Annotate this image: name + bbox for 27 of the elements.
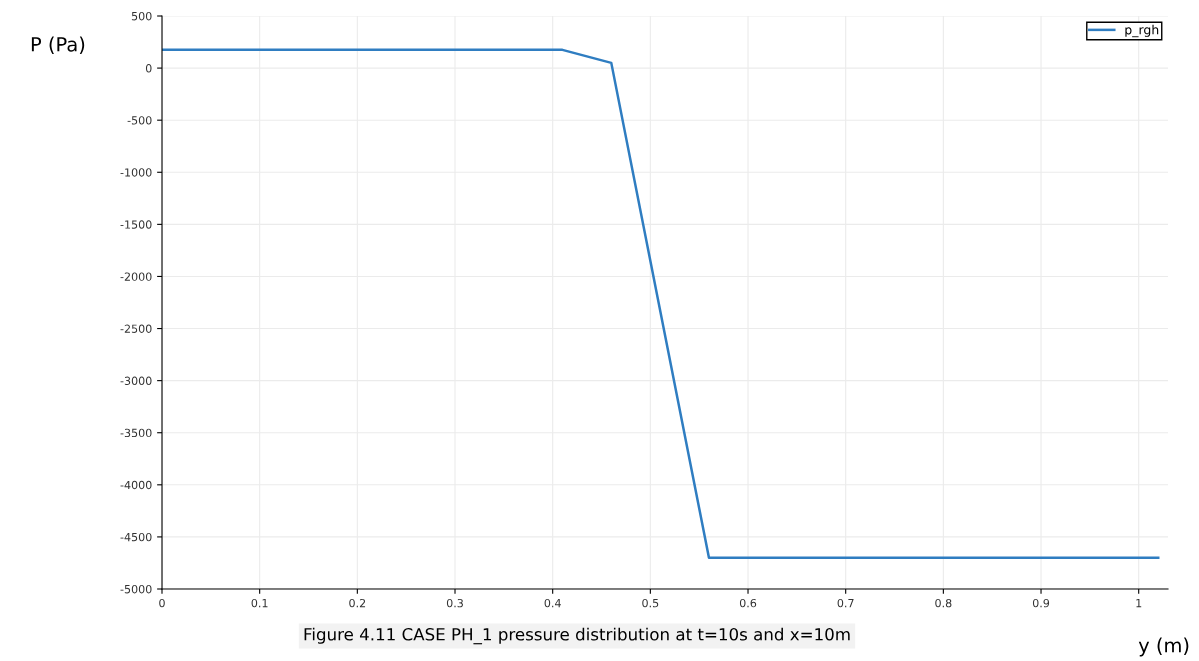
x-axis-title: y (m) — [1138, 637, 1189, 657]
y-axis-title: P (Pa) — [31, 36, 85, 54]
caption: Figure 4.11 CASE PH_1 pressure distribution at t=10s and x=10m — [304, 627, 850, 645]
x-tick-label: 0 — [159, 598, 165, 608]
y-tick-label: -3000 — [120, 376, 152, 386]
y-tick-label: -2500 — [120, 324, 152, 333]
x-tick-label: 0.4 — [544, 598, 561, 608]
legend-label: p_rgh — [1125, 24, 1159, 38]
y-tick-label: -3500 — [120, 428, 152, 438]
x-tick-label: 0.5 — [642, 598, 659, 608]
y-tick-label: -2000 — [120, 272, 152, 281]
x-tick-label: 1 — [1136, 599, 1142, 608]
y-tick-label: -1000 — [120, 168, 152, 177]
x-tick-label: 0.6 — [739, 598, 757, 608]
y-tick-label: -500 — [127, 116, 152, 125]
y-tick-label: -4000 — [120, 480, 152, 490]
x-tick-label: 0.9 — [1032, 598, 1050, 608]
y-tick-label: 500 — [131, 11, 152, 21]
x-tick-label: 0.2 — [349, 598, 366, 608]
x-tick-label: 0.7 — [837, 598, 854, 608]
y-tick-label: 0 — [145, 64, 152, 73]
x-tick-label: 0.3 — [446, 598, 463, 608]
y-tick-label: -4500 — [120, 532, 152, 542]
x-tick-label: 0.1 — [251, 598, 268, 608]
y-tick-label: -5000 — [120, 584, 152, 594]
x-tick-label: 0.8 — [935, 598, 952, 608]
y-tick-label: -1500 — [120, 220, 152, 229]
